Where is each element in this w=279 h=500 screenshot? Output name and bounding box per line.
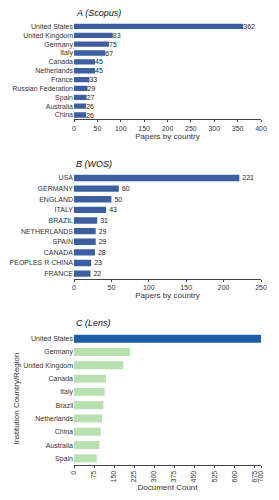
svg-text:26: 26 <box>86 103 94 110</box>
svg-text:Canada: Canada <box>48 58 73 65</box>
svg-text:29: 29 <box>99 228 107 235</box>
svg-text:150: 150 <box>180 284 192 291</box>
svg-text:Netherlands: Netherlands <box>35 415 73 422</box>
svg-text:Netherlands: Netherlands <box>35 67 73 74</box>
svg-text:Papers by country: Papers by country <box>135 132 199 141</box>
svg-text:300: 300 <box>150 471 157 483</box>
svg-text:China: China <box>55 111 73 118</box>
svg-text:ENGLAND: ENGLAND <box>39 196 73 203</box>
svg-text:450: 450 <box>190 471 197 483</box>
svg-text:221: 221 <box>242 174 254 181</box>
svg-text:525: 525 <box>211 471 218 483</box>
svg-text:United Kingdom: United Kingdom <box>23 362 73 370</box>
svg-text:45: 45 <box>95 67 103 74</box>
svg-text:23: 23 <box>94 259 102 266</box>
svg-text:200: 200 <box>162 125 174 132</box>
svg-text:700: 700 <box>257 471 264 483</box>
svg-text:Institution Country/Region: Institution Country/Region <box>12 353 21 445</box>
svg-text:400: 400 <box>255 125 267 132</box>
svg-text:ITALY: ITALY <box>55 206 74 213</box>
svg-text:Germany: Germany <box>44 41 73 49</box>
svg-text:Document Count: Document Count <box>137 483 198 492</box>
svg-text:75: 75 <box>109 41 117 48</box>
svg-text:0: 0 <box>70 471 77 475</box>
svg-text:29: 29 <box>99 238 107 245</box>
svg-text:250: 250 <box>255 284 267 291</box>
svg-text:150: 150 <box>110 471 117 483</box>
svg-text:Australia: Australia <box>46 103 73 110</box>
svg-text:67: 67 <box>105 50 113 57</box>
svg-text:50: 50 <box>114 196 122 203</box>
svg-text:B (WOS): B (WOS) <box>76 159 112 169</box>
svg-text:33: 33 <box>89 76 97 83</box>
svg-text:83: 83 <box>113 32 121 39</box>
svg-text:Australia: Australia <box>46 442 73 449</box>
svg-text:31: 31 <box>100 217 108 224</box>
svg-text:0: 0 <box>72 125 76 132</box>
svg-text:26: 26 <box>86 112 94 119</box>
svg-text:United States: United States <box>31 23 74 30</box>
svg-text:300: 300 <box>208 125 220 132</box>
svg-text:0: 0 <box>72 284 76 291</box>
svg-text:250: 250 <box>185 125 197 132</box>
svg-text:SPAIN: SPAIN <box>53 238 74 245</box>
svg-text:150: 150 <box>138 125 150 132</box>
svg-text:75: 75 <box>90 471 97 479</box>
svg-text:C (Lens): C (Lens) <box>76 318 111 328</box>
svg-text:43: 43 <box>109 206 117 213</box>
svg-text:China: China <box>55 428 73 435</box>
svg-text:50: 50 <box>108 284 116 291</box>
svg-text:100: 100 <box>143 284 155 291</box>
svg-text:600: 600 <box>231 471 238 483</box>
svg-text:22: 22 <box>93 270 101 277</box>
svg-text:GERMANY: GERMANY <box>38 185 74 192</box>
svg-text:28: 28 <box>98 249 106 256</box>
svg-text:BRAZIL: BRAZIL <box>48 217 73 224</box>
svg-text:675: 675 <box>251 471 258 483</box>
svg-text:200: 200 <box>218 284 230 291</box>
svg-text:350: 350 <box>232 125 244 132</box>
svg-text:FRANCE: FRANCE <box>44 270 73 277</box>
svg-text:60: 60 <box>122 185 130 192</box>
svg-text:Germany: Germany <box>44 348 73 356</box>
svg-text:USA: USA <box>59 174 74 181</box>
svg-text:375: 375 <box>170 471 177 483</box>
svg-text:Spain: Spain <box>55 94 73 102</box>
svg-text:27: 27 <box>87 94 95 101</box>
svg-text:United States: United States <box>31 335 74 342</box>
svg-text:A (Scopus): A (Scopus) <box>76 8 121 18</box>
svg-text:United Kingdom: United Kingdom <box>23 32 73 40</box>
svg-text:CANADA: CANADA <box>44 249 74 256</box>
svg-text:45: 45 <box>95 58 103 65</box>
svg-text:225: 225 <box>130 471 137 483</box>
svg-text:Canada: Canada <box>48 375 73 382</box>
svg-text:Italy: Italy <box>60 388 73 396</box>
svg-text:29: 29 <box>88 85 96 92</box>
svg-text:France: France <box>51 76 73 83</box>
svg-text:Spain: Spain <box>55 455 73 463</box>
svg-text:100: 100 <box>115 125 127 132</box>
svg-text:50: 50 <box>93 125 101 132</box>
svg-text:362: 362 <box>243 23 255 30</box>
svg-text:Italy: Italy <box>60 49 73 57</box>
svg-text:Brazil: Brazil <box>55 402 73 409</box>
svg-text:PEOPLES R CHINA: PEOPLES R CHINA <box>10 259 74 266</box>
svg-text:Russian Federation: Russian Federation <box>12 85 73 92</box>
svg-text:Papers by country: Papers by country <box>135 291 199 300</box>
svg-text:NETHERLANDS: NETHERLANDS <box>21 228 73 235</box>
